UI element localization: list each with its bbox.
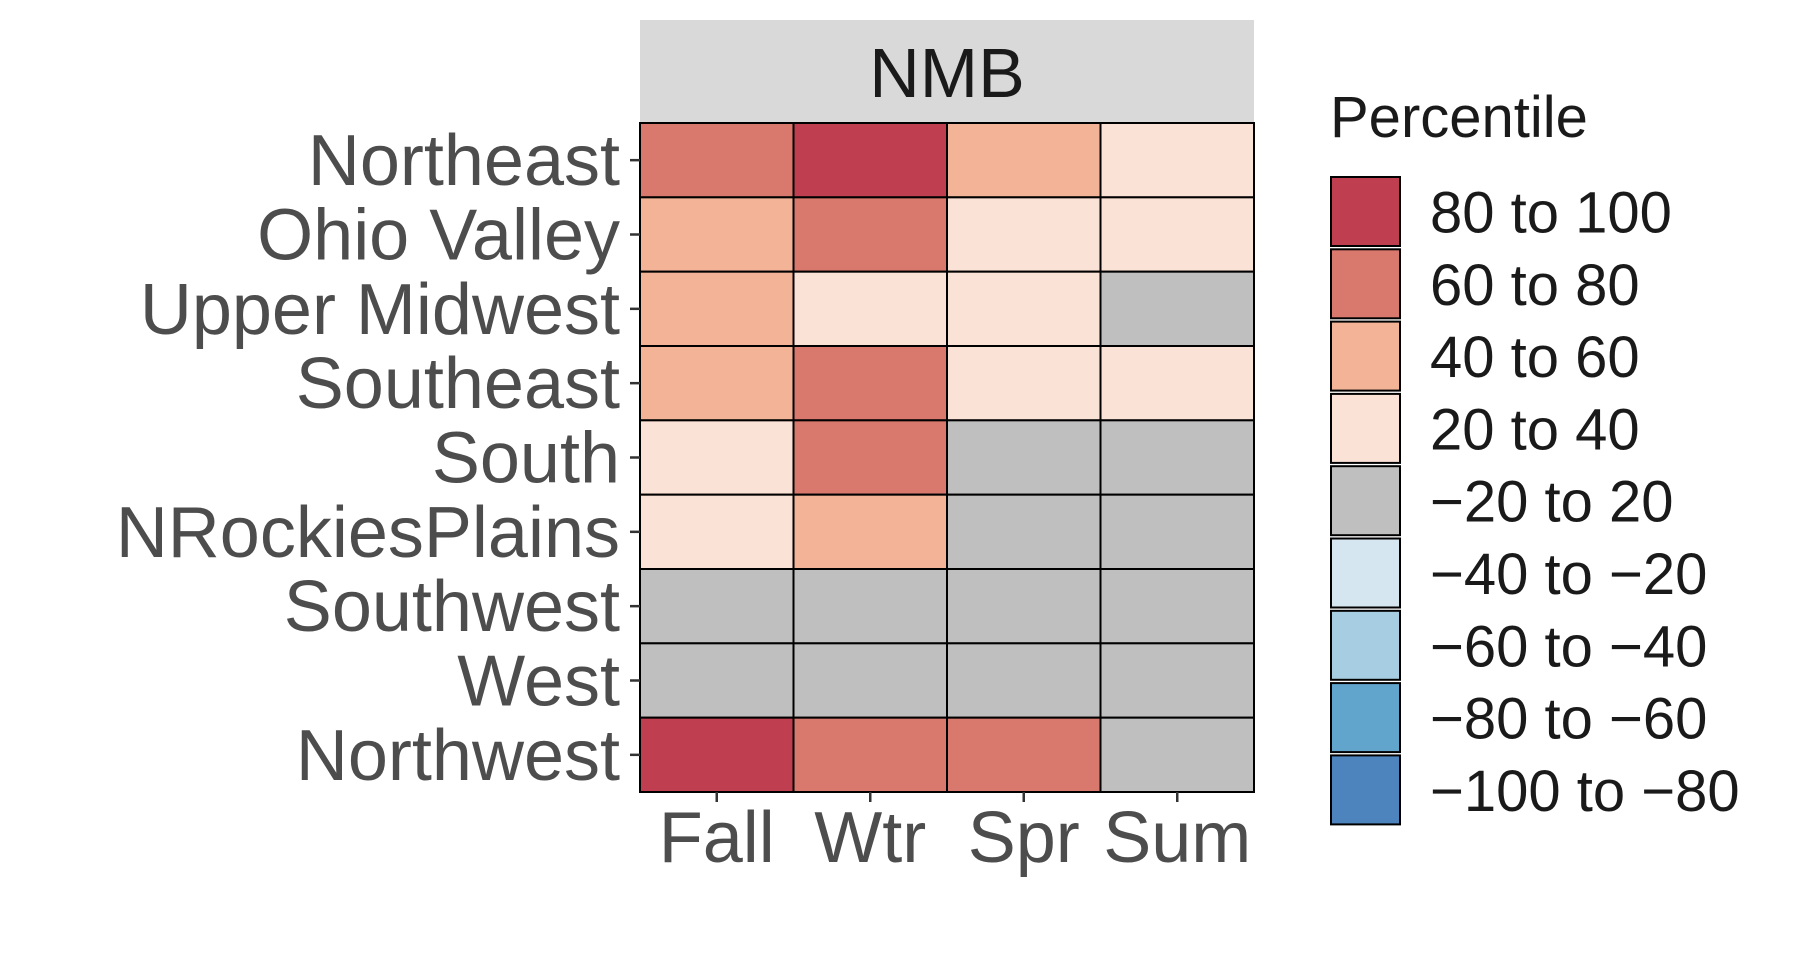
legend-swatch bbox=[1330, 682, 1401, 754]
heatmap-cell bbox=[946, 493, 1102, 570]
heatmap-cell bbox=[1099, 568, 1255, 645]
legend-label: −80 to −60 bbox=[1430, 687, 1707, 752]
heatmap-cell bbox=[639, 493, 795, 570]
heatmap-cell bbox=[946, 196, 1102, 273]
heatmap-cell bbox=[1099, 642, 1255, 719]
heatmap-cell bbox=[792, 345, 948, 422]
panel-strip: NMB bbox=[640, 20, 1254, 123]
legend-title: Percentile bbox=[1330, 85, 1588, 150]
legend-swatch bbox=[1330, 320, 1401, 392]
heatmap-cell bbox=[946, 642, 1102, 719]
legend-swatch bbox=[1330, 465, 1401, 537]
y-tick-label: Northeast bbox=[308, 121, 620, 201]
heatmap-cell bbox=[792, 196, 948, 273]
heatmap-cell bbox=[946, 122, 1102, 199]
panel-strip-background bbox=[640, 20, 1254, 123]
heatmap-cell bbox=[792, 642, 948, 719]
legend-label: −60 to −40 bbox=[1430, 614, 1707, 679]
legend-label: 80 to 100 bbox=[1430, 181, 1672, 246]
x-axis: Fall Wtr Spr Sum bbox=[659, 792, 1251, 878]
heatmap-cell bbox=[639, 642, 795, 719]
heatmap-cell bbox=[792, 716, 948, 794]
heatmap-cell bbox=[946, 419, 1102, 496]
heatmap-cell bbox=[1099, 716, 1255, 794]
heatmap-cell bbox=[639, 419, 795, 496]
heatmap-cell bbox=[1099, 419, 1255, 496]
heatmap-cell bbox=[639, 270, 795, 347]
legend-label: 20 to 40 bbox=[1430, 397, 1640, 462]
heatmap-cell bbox=[639, 716, 795, 794]
heatmap-cell bbox=[639, 345, 795, 422]
heatmap-cell bbox=[946, 270, 1102, 347]
heatmap-cell bbox=[1099, 493, 1255, 570]
heatmap-cell bbox=[639, 568, 795, 645]
panel-title: NMB bbox=[869, 34, 1025, 112]
y-tick-label: Ohio Valley bbox=[257, 196, 620, 276]
y-tick-label: West bbox=[457, 642, 620, 722]
heatmap-cell bbox=[792, 122, 948, 199]
legend-swatch bbox=[1330, 537, 1401, 609]
y-tick-label: NRockiesPlains bbox=[116, 493, 620, 573]
legend-items: 80 to 100 60 to 80 40 to 60 20 to 40 −20 to … bbox=[1330, 176, 1740, 826]
heatmap-cell bbox=[639, 122, 795, 199]
legend-label: 60 to 80 bbox=[1430, 253, 1640, 318]
legend-swatch bbox=[1330, 392, 1401, 464]
heatmap-cell bbox=[1099, 270, 1255, 347]
heatmap-cell bbox=[946, 568, 1102, 645]
heatmap-cell bbox=[792, 493, 948, 570]
legend-swatch bbox=[1330, 176, 1401, 247]
legend-label: −100 to −80 bbox=[1430, 759, 1740, 824]
x-tick-label: Wtr bbox=[814, 798, 926, 878]
x-tick-label: Spr bbox=[968, 798, 1080, 878]
legend-label: −20 to 20 bbox=[1430, 470, 1674, 535]
legend-swatch bbox=[1330, 754, 1401, 826]
legend-label: 40 to 60 bbox=[1430, 325, 1640, 390]
x-tick-label: Sum bbox=[1103, 798, 1251, 878]
y-tick-label: Southwest bbox=[284, 567, 620, 647]
legend: Percentile 80 to 100 60 to 80 40 to 60 20 t… bbox=[1330, 85, 1740, 826]
heatmap-cell bbox=[946, 345, 1102, 422]
heatmap-cell bbox=[946, 716, 1102, 794]
heatmap-cell bbox=[792, 568, 948, 645]
heatmap-cells bbox=[639, 122, 1255, 794]
y-tick-label: Northwest bbox=[296, 716, 620, 796]
y-tick-label: Southeast bbox=[296, 344, 620, 424]
heatmap-cell bbox=[1099, 345, 1255, 422]
legend-swatch bbox=[1330, 248, 1401, 320]
y-tick-label: South bbox=[432, 419, 620, 499]
y-tick-label: Upper Midwest bbox=[140, 270, 620, 350]
heatmap-cell bbox=[639, 196, 795, 273]
heatmap-cell bbox=[792, 419, 948, 496]
heatmap-cell bbox=[1099, 122, 1255, 199]
heatmap-cell bbox=[792, 270, 948, 347]
legend-swatch bbox=[1330, 609, 1401, 681]
legend-label: −40 to −20 bbox=[1430, 542, 1707, 607]
x-tick-label: Fall bbox=[659, 798, 775, 878]
heatmap-cell bbox=[1099, 196, 1255, 273]
